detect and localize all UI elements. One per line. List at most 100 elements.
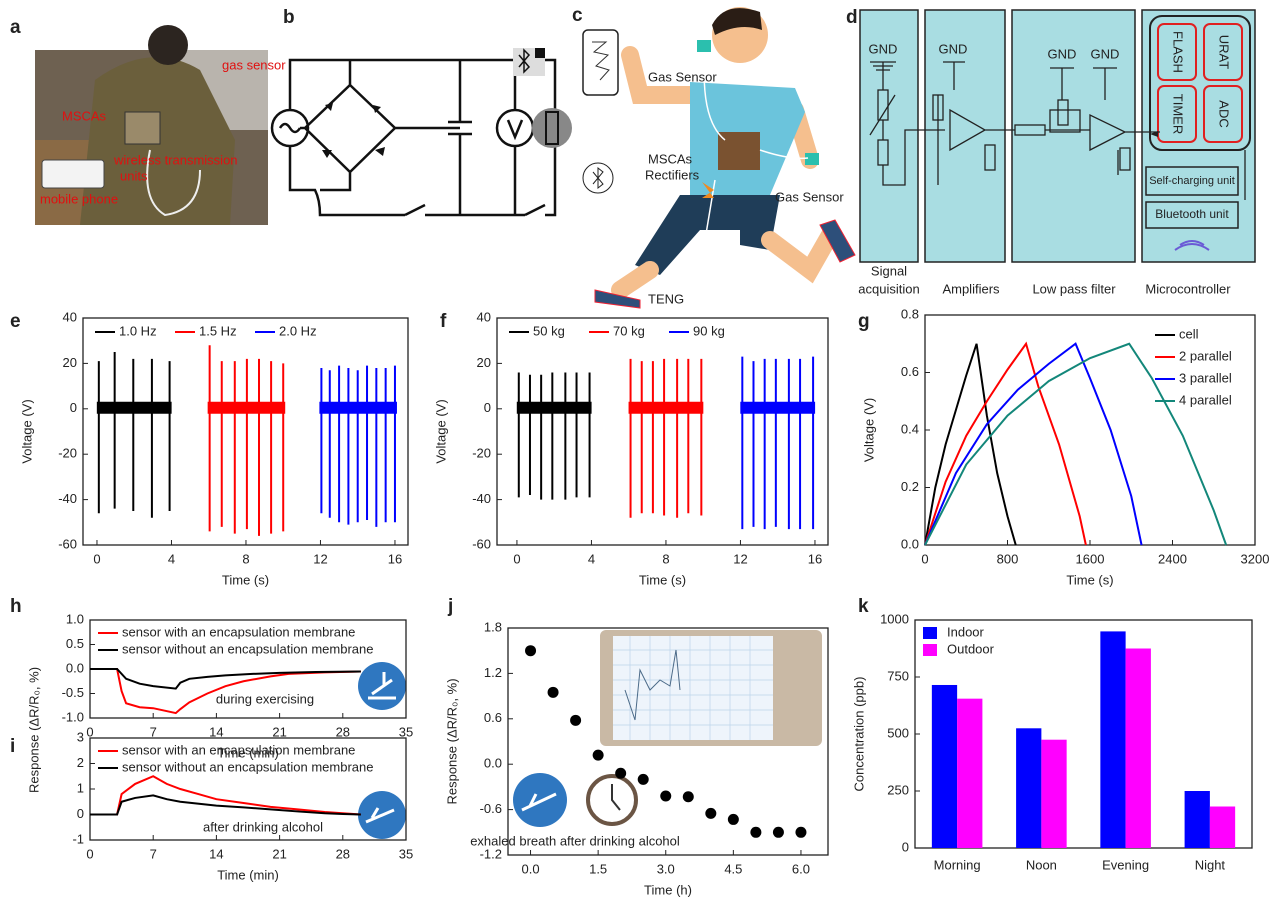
y-tick-label: -1.2 — [480, 846, 502, 861]
y-tick-label: 1.8 — [484, 619, 502, 634]
legend-swatch — [923, 644, 937, 656]
photo-label: units — [120, 168, 148, 183]
point — [615, 767, 627, 779]
y-tick-label: 0.0 — [484, 756, 502, 771]
block-label: Microcontroller — [1145, 281, 1231, 296]
legend-label: 1.0 Hz — [119, 323, 157, 338]
x-tick-label: 35 — [399, 846, 413, 861]
block-label: acquisition — [858, 281, 919, 296]
bar — [931, 684, 958, 848]
unit-label: Bluetooth unit — [1155, 207, 1229, 221]
bar — [1041, 739, 1067, 848]
bar — [1184, 791, 1210, 848]
point — [525, 645, 537, 657]
block-label: Low pass filter — [1032, 281, 1116, 296]
line — [90, 775, 361, 816]
panel-label: e — [10, 311, 21, 332]
line — [924, 342, 1228, 546]
block-label: Signal — [871, 263, 907, 278]
x-tick-label: 800 — [997, 551, 1019, 566]
y-tick-label: 20 — [477, 355, 491, 370]
y-tick-label: 250 — [887, 782, 909, 797]
y-tick-label: -60 — [472, 536, 491, 551]
photo-label: MSCAs — [62, 108, 107, 123]
photo-label: gas sensor — [222, 57, 286, 72]
runner-illustration: Gas Sensor MSCAs Rectifiers Gas Sensor T… — [582, 7, 856, 309]
x-axis-label: Time (min) — [217, 745, 279, 760]
line — [924, 341, 1087, 546]
x-tick-label: 0 — [513, 551, 520, 566]
x-tick-label: 21 — [272, 846, 286, 861]
x-tick-label: 21 — [272, 724, 286, 739]
x-axis-label: Time (h) — [644, 882, 692, 897]
y-tick-label: 1 — [77, 780, 84, 795]
y-tick-label: 500 — [887, 725, 909, 740]
chip-label: TIMER — [1171, 94, 1186, 134]
unit-label: Self-charging unit — [1149, 175, 1235, 187]
chip-label: FLASH — [1171, 31, 1186, 73]
x-tick-label: 0 — [86, 724, 93, 739]
x-tick-label: 16 — [808, 551, 822, 566]
legend-label: cell — [1179, 326, 1199, 341]
y-tick-label: 0.6 — [484, 710, 502, 725]
legend-swatch — [923, 627, 937, 639]
line — [90, 668, 361, 715]
panel-label: h — [10, 596, 22, 617]
point — [772, 826, 784, 838]
gnd-label: GND — [939, 41, 968, 56]
x-tick-label: 0 — [921, 551, 928, 566]
panel-label: d — [846, 7, 858, 28]
y-tick-label: 0.5 — [66, 636, 84, 651]
legend-label: sensor without an encapsulation membrane — [122, 759, 373, 774]
photo: gas sensor MSCAs wireless transmission u… — [35, 25, 286, 226]
panel-label: i — [10, 736, 15, 757]
panel-label: g — [858, 311, 870, 332]
x-tick-label: 1.5 — [589, 861, 607, 876]
y-tick-label: 2 — [77, 755, 84, 770]
point — [660, 790, 672, 802]
annotation: exhaled breath after drinking alcohol — [470, 833, 680, 848]
legend-label: Indoor — [947, 624, 985, 639]
x-tick-label: 0 — [93, 551, 100, 566]
line — [90, 668, 361, 690]
bar — [1209, 806, 1236, 848]
annotation: during exercising — [216, 691, 314, 706]
point — [705, 807, 717, 819]
bar — [1016, 728, 1042, 848]
chip-label: ADC — [1217, 100, 1232, 127]
block-label: Amplifiers — [942, 281, 1000, 296]
legend-label: Outdoor — [947, 641, 995, 656]
runner-label: Gas Sensor — [775, 189, 844, 204]
legend-label: 70 kg — [613, 323, 645, 338]
runner-label: MSCAs — [648, 151, 693, 166]
y-axis-label: Response (ΔR/R₀, %) — [444, 678, 459, 804]
x-tick-label: 4 — [168, 551, 175, 566]
y-tick-label: 0 — [70, 400, 77, 415]
y-tick-label: 3 — [77, 729, 84, 744]
x-tick-label: 14 — [209, 846, 223, 861]
point — [637, 773, 649, 785]
x-tick-label: 7 — [150, 724, 157, 739]
y-tick-label: 1.0 — [66, 611, 84, 626]
point — [570, 714, 582, 726]
x-tick-label: 6.0 — [792, 861, 810, 876]
plot-frame — [82, 317, 409, 546]
point — [592, 749, 604, 761]
x-tick-label: 12 — [313, 551, 327, 566]
x-axis-label: Time (s) — [222, 572, 269, 587]
y-tick-label: 0.6 — [901, 364, 919, 379]
y-tick-label: 0.8 — [901, 306, 919, 321]
x-tick-label: 8 — [242, 551, 249, 566]
x-tick-label: 14 — [209, 724, 223, 739]
y-tick-label: 750 — [887, 668, 909, 683]
panel-label: f — [440, 311, 447, 332]
panel-label: b — [283, 7, 295, 28]
plot-frame — [507, 627, 829, 856]
panel-labels: a b c d e f g h i j k — [10, 5, 870, 757]
x-tick-label: 4.5 — [724, 861, 742, 876]
x-tick-label: 4 — [588, 551, 595, 566]
point — [682, 791, 694, 803]
y-tick-label: 1000 — [880, 611, 909, 626]
panel-label: a — [10, 17, 21, 38]
plot-frame — [496, 317, 829, 546]
